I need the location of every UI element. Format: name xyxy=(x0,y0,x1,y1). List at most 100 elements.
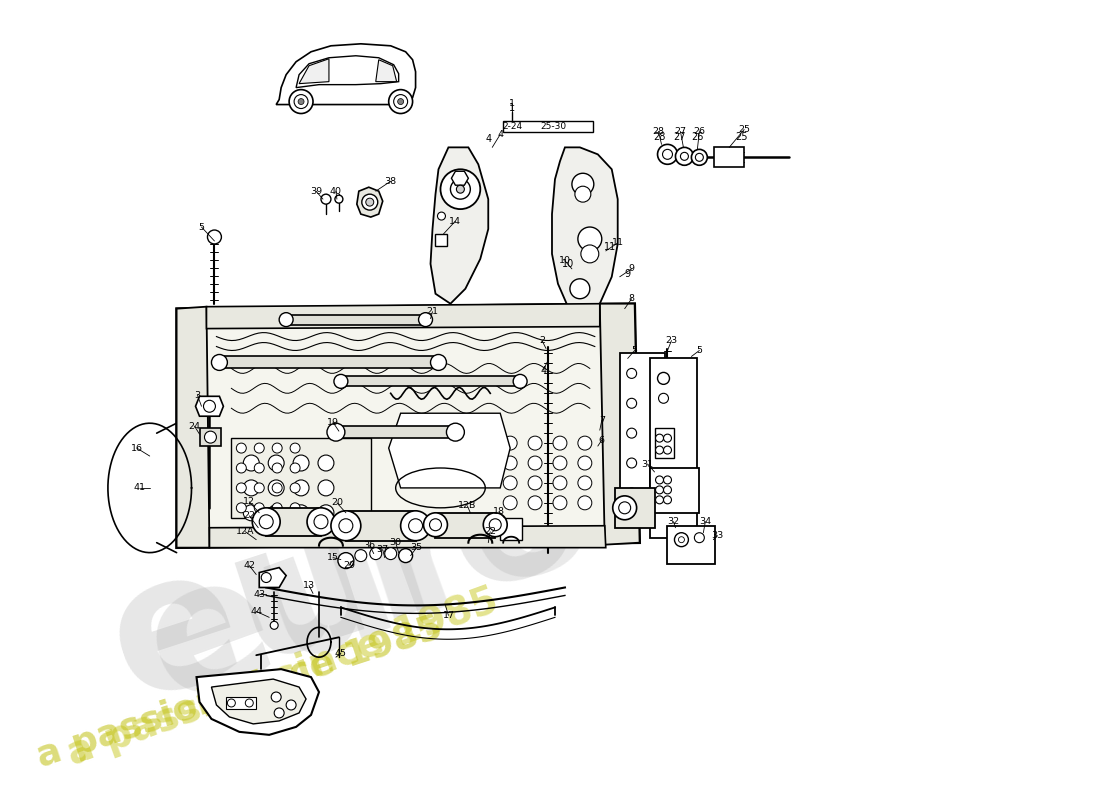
Polygon shape xyxy=(600,304,639,545)
Circle shape xyxy=(528,496,542,510)
Text: 10: 10 xyxy=(559,256,571,266)
Text: euro: euro xyxy=(87,417,602,738)
Polygon shape xyxy=(209,526,606,548)
Circle shape xyxy=(362,194,377,210)
Circle shape xyxy=(656,446,663,454)
Bar xyxy=(619,354,664,518)
Circle shape xyxy=(581,245,598,263)
Bar xyxy=(199,428,221,446)
Circle shape xyxy=(272,483,282,493)
Text: 5: 5 xyxy=(696,346,703,355)
Text: 43: 43 xyxy=(253,590,265,599)
Circle shape xyxy=(553,456,566,470)
Circle shape xyxy=(334,374,348,388)
Circle shape xyxy=(268,455,284,471)
Circle shape xyxy=(254,443,264,453)
Circle shape xyxy=(438,212,446,220)
Text: 42: 42 xyxy=(243,561,255,570)
Circle shape xyxy=(293,480,309,496)
Circle shape xyxy=(674,533,689,546)
Circle shape xyxy=(243,455,260,471)
Circle shape xyxy=(578,476,592,490)
Polygon shape xyxy=(356,187,383,217)
Circle shape xyxy=(254,463,264,473)
Text: 3: 3 xyxy=(195,391,200,400)
Text: 1: 1 xyxy=(509,102,515,113)
Text: 44: 44 xyxy=(251,607,262,616)
Text: 17: 17 xyxy=(442,611,454,620)
Circle shape xyxy=(339,518,353,533)
Circle shape xyxy=(268,480,284,496)
Circle shape xyxy=(318,505,334,521)
Text: 2: 2 xyxy=(539,336,544,345)
Circle shape xyxy=(398,549,412,562)
Text: 19: 19 xyxy=(327,418,339,426)
Circle shape xyxy=(514,374,527,388)
Circle shape xyxy=(575,186,591,202)
Polygon shape xyxy=(430,147,488,304)
Polygon shape xyxy=(296,56,398,88)
Circle shape xyxy=(572,174,594,195)
Polygon shape xyxy=(197,669,319,735)
Circle shape xyxy=(503,476,517,490)
Text: 12A: 12A xyxy=(236,527,254,536)
Bar xyxy=(654,428,674,458)
Circle shape xyxy=(366,198,374,206)
Circle shape xyxy=(272,503,282,513)
Circle shape xyxy=(286,700,296,710)
Bar xyxy=(650,468,700,513)
Circle shape xyxy=(627,369,637,378)
Circle shape xyxy=(208,230,221,244)
Polygon shape xyxy=(552,147,618,314)
Bar xyxy=(286,314,426,325)
Text: 29: 29 xyxy=(343,561,355,570)
Text: 1: 1 xyxy=(509,99,515,108)
Circle shape xyxy=(578,456,592,470)
Text: 18: 18 xyxy=(493,507,505,516)
Circle shape xyxy=(679,537,684,542)
Bar xyxy=(436,513,495,538)
Circle shape xyxy=(618,502,630,514)
Circle shape xyxy=(327,423,345,441)
Text: 25-30: 25-30 xyxy=(540,122,566,131)
Text: 22: 22 xyxy=(484,527,496,536)
Circle shape xyxy=(355,550,366,562)
Text: 15: 15 xyxy=(327,553,339,562)
Text: 27: 27 xyxy=(674,127,686,136)
Circle shape xyxy=(663,446,671,454)
Circle shape xyxy=(398,98,404,105)
Circle shape xyxy=(627,398,637,408)
Circle shape xyxy=(613,496,637,520)
Circle shape xyxy=(252,508,280,536)
Circle shape xyxy=(662,150,672,159)
Text: euro: euro xyxy=(122,415,618,739)
Bar xyxy=(615,488,654,528)
Circle shape xyxy=(528,476,542,490)
Circle shape xyxy=(627,488,637,498)
Circle shape xyxy=(274,708,284,718)
Text: 45: 45 xyxy=(334,649,346,658)
Circle shape xyxy=(272,692,282,702)
Circle shape xyxy=(627,428,637,438)
Text: 8: 8 xyxy=(629,294,635,303)
Bar xyxy=(668,526,715,563)
Circle shape xyxy=(290,503,300,513)
Text: 26: 26 xyxy=(691,133,704,142)
Text: 41: 41 xyxy=(134,483,146,493)
Circle shape xyxy=(503,456,517,470)
Circle shape xyxy=(694,533,704,542)
Bar xyxy=(345,511,416,541)
Circle shape xyxy=(245,699,253,707)
Circle shape xyxy=(243,480,260,496)
Text: 28: 28 xyxy=(653,133,666,142)
Polygon shape xyxy=(196,396,223,416)
Circle shape xyxy=(570,279,590,298)
Text: 30: 30 xyxy=(389,538,402,547)
Circle shape xyxy=(385,548,397,560)
Circle shape xyxy=(663,434,671,442)
Circle shape xyxy=(578,227,602,251)
Circle shape xyxy=(338,553,354,569)
Circle shape xyxy=(293,505,309,521)
Bar xyxy=(341,376,520,386)
Text: 9: 9 xyxy=(625,269,630,279)
